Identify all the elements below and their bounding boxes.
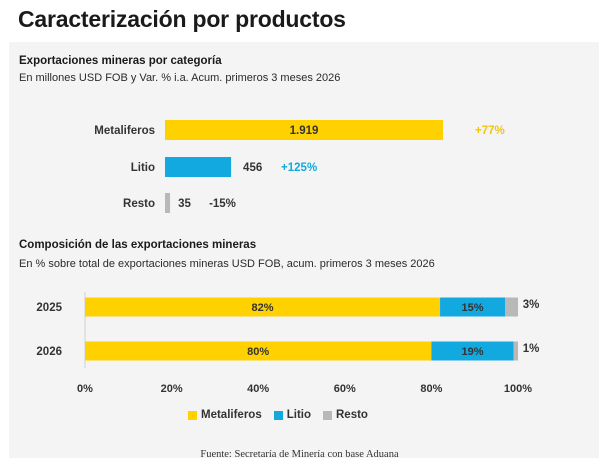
source-note: Fuente: Secretaría de Minería con base A…: [200, 449, 399, 458]
segment-label-litio-2026: 19%: [462, 346, 484, 358]
x-tick-label: 20%: [161, 383, 183, 395]
year-label-2026: 2026: [36, 346, 62, 358]
segment-metaliferos-2025: [85, 297, 441, 317]
legend-label-metaliferos: Metaliferos: [201, 409, 262, 421]
legend-swatch-metaliferos: [188, 410, 197, 420]
legend-item-litio: Litio: [273, 409, 311, 421]
variation-label-resto: -15%: [209, 198, 236, 210]
page-title: Caracterización por productos: [18, 6, 346, 32]
chart1-title: Exportaciones mineras por categoría: [19, 55, 222, 67]
x-tick-label: 40%: [247, 383, 269, 395]
segment-resto-2026: [513, 341, 518, 361]
legend-item-resto: Resto: [323, 409, 368, 421]
value-label-litio: 456: [243, 162, 262, 174]
chart-panel: [9, 42, 599, 458]
x-tick-label: 80%: [420, 383, 442, 395]
chart1-subtitle: En millones USD FOB y Var. % i.a. Acum. …: [19, 72, 341, 84]
category-label-litio: Litio: [131, 162, 155, 174]
segment-label-metaliferos-2025: 82%: [252, 302, 274, 314]
value-label-resto: 35: [178, 198, 191, 210]
x-tick-label: 100%: [504, 383, 532, 395]
chart2-title: Composición de las exportaciones mineras: [19, 239, 257, 251]
segment-metaliferos-2026: [85, 341, 432, 361]
x-tick-label: 0%: [77, 383, 93, 395]
value-label-metaliferos: 1.919: [290, 125, 319, 137]
bar-metaliferos: [165, 120, 443, 140]
segment-label-metaliferos-2026: 80%: [247, 346, 269, 358]
segment-resto-2025: [505, 297, 518, 317]
category-label-metaliferos: Metaliferos: [94, 125, 155, 137]
legend-label-resto: Resto: [336, 409, 368, 421]
category-label-resto: Resto: [123, 198, 155, 210]
segment-litio-2025: [440, 297, 506, 317]
segment-label-resto-2025: 3%: [523, 299, 540, 311]
legend: Metaliferos Litio Resto: [188, 409, 380, 421]
legend-item-metaliferos: Metaliferos: [188, 409, 262, 421]
variation-label-litio: +125%: [281, 162, 317, 174]
legend-label-litio: Litio: [286, 409, 311, 421]
legend-swatch-litio: [273, 410, 283, 420]
variation-label-metaliferos: +77%: [475, 125, 505, 137]
segment-label-litio-2025: 15%: [462, 302, 484, 314]
bar-litio: [165, 157, 232, 177]
segment-litio-2026: [431, 341, 514, 361]
bar-resto: [165, 193, 171, 213]
segment-label-resto-2026: 1%: [523, 343, 540, 355]
x-tick-label: 60%: [334, 383, 356, 395]
year-label-2025: 2025: [36, 302, 62, 314]
chart2-subtitle: En % sobre total de exportaciones minera…: [19, 258, 435, 270]
legend-swatch-resto: [323, 410, 332, 420]
